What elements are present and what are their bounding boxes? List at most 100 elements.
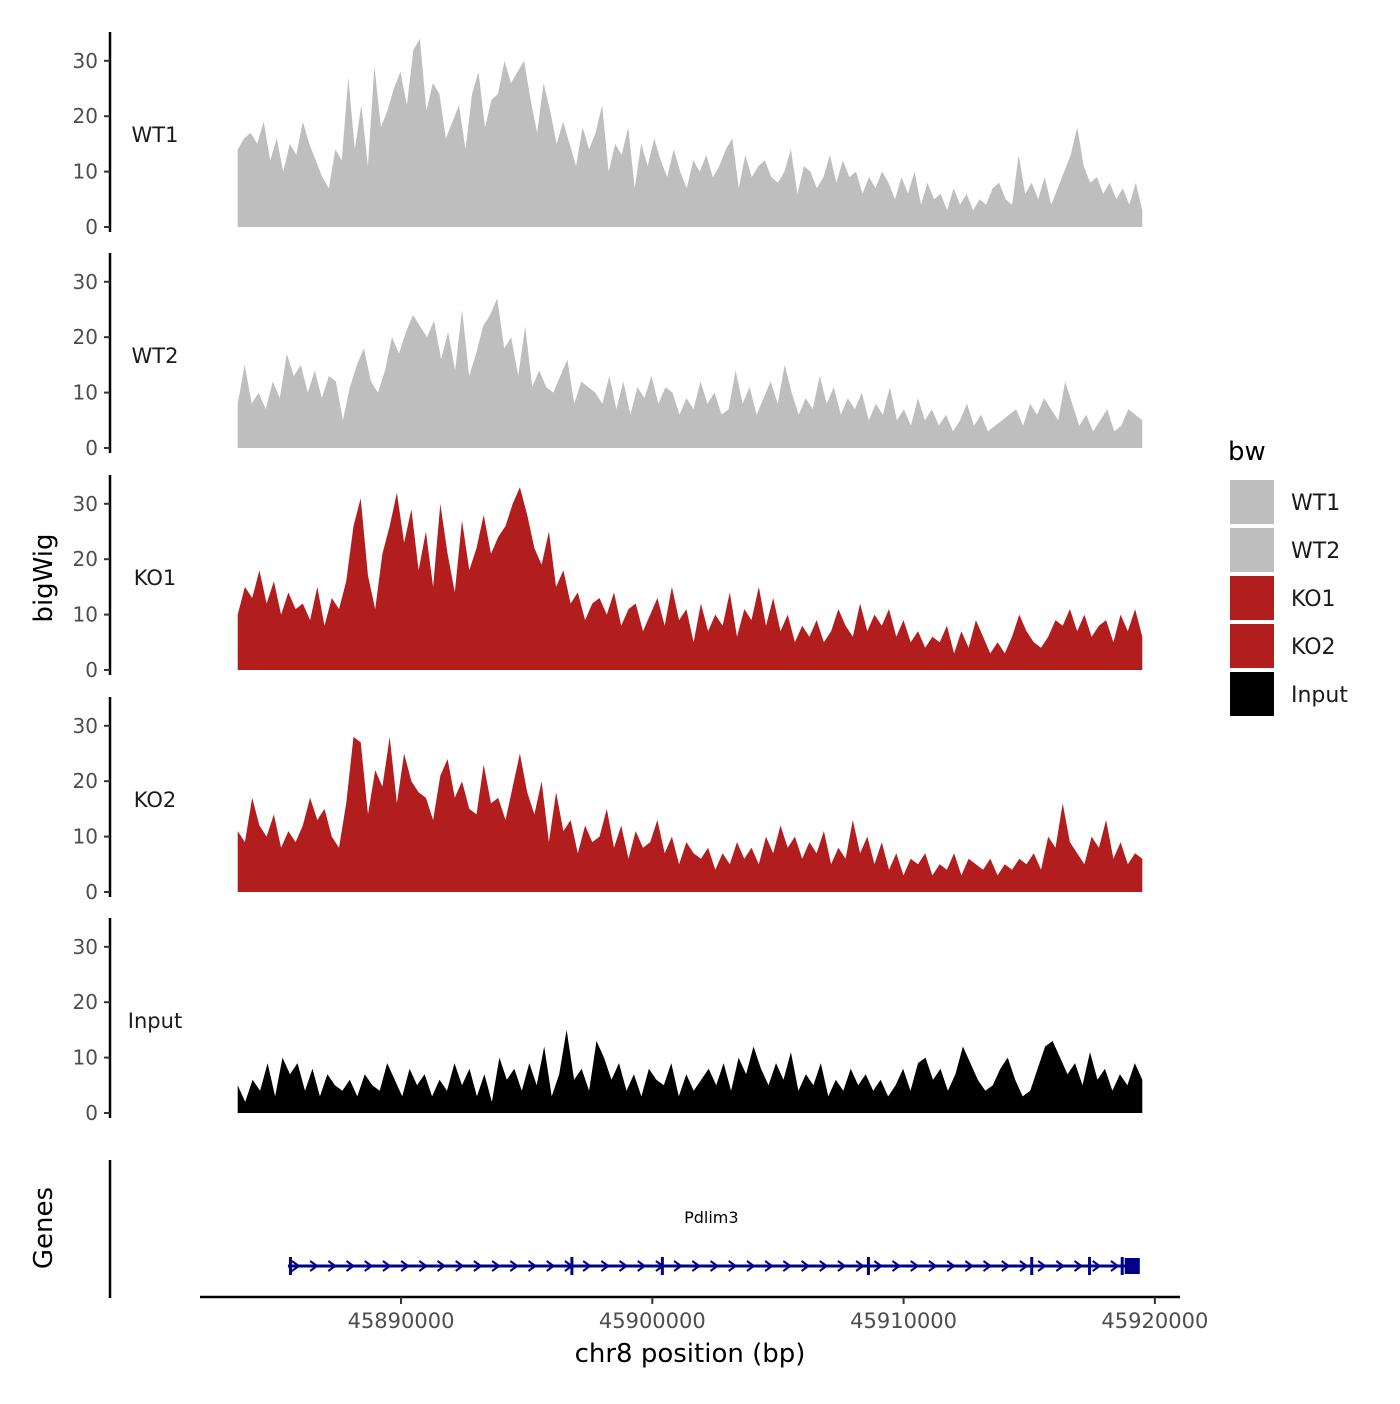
track-panel-wt1: 0 10 20 30 WT1 bbox=[73, 32, 1143, 239]
y-tick-label: 0 bbox=[85, 658, 98, 682]
y-tick-label: 20 bbox=[73, 547, 98, 571]
track-panel-ko1: 0 10 20 30 KO1 bbox=[73, 475, 1143, 682]
strand-arrow bbox=[891, 1260, 902, 1272]
track-label: WT1 bbox=[132, 123, 179, 147]
y-tick-label: 20 bbox=[73, 769, 98, 793]
strand-arrow bbox=[1019, 1260, 1029, 1272]
strand-arrow bbox=[855, 1260, 865, 1272]
strand-arrow bbox=[1110, 1260, 1120, 1272]
x-tick-label: 45920000 bbox=[1101, 1309, 1208, 1333]
strand-arrow bbox=[873, 1260, 884, 1272]
y-tick-label: 10 bbox=[73, 381, 98, 405]
strand-arrow bbox=[491, 1260, 501, 1272]
strand-arrow bbox=[418, 1260, 429, 1272]
strand-arrow bbox=[455, 1260, 465, 1272]
legend-label: WT2 bbox=[1291, 539, 1340, 564]
strand-arrow bbox=[400, 1260, 410, 1272]
legend-key-wt2 bbox=[1230, 528, 1274, 572]
signal-area-wt2 bbox=[237, 298, 1143, 448]
genes-panel: Genes Pdlim3 bbox=[29, 1160, 1140, 1298]
strand-arrow bbox=[746, 1260, 756, 1272]
strand-arrow bbox=[1055, 1260, 1066, 1272]
signal-area-input bbox=[237, 1029, 1143, 1113]
y-tick-label: 10 bbox=[73, 1046, 98, 1070]
track-label: Input bbox=[128, 1009, 182, 1033]
y-tick-label: 30 bbox=[73, 935, 98, 959]
strand-arrow bbox=[910, 1260, 920, 1272]
strand-arrow bbox=[582, 1260, 592, 1272]
y-tick-label: 30 bbox=[73, 492, 98, 516]
y-tick-label: 10 bbox=[73, 160, 98, 184]
strand-arrow bbox=[982, 1260, 993, 1272]
y-tick-label: 20 bbox=[73, 990, 98, 1014]
track-panel-input: 0 10 20 30 Input bbox=[73, 918, 1143, 1125]
strand-arrow bbox=[618, 1260, 629, 1272]
strand-arrow bbox=[819, 1260, 829, 1272]
x-tick-label: 45890000 bbox=[348, 1309, 455, 1333]
legend-key-input bbox=[1230, 672, 1274, 716]
genes-panel-label: Genes bbox=[29, 1187, 59, 1269]
strand-arrow bbox=[327, 1260, 338, 1272]
legend-label: KO2 bbox=[1291, 635, 1336, 660]
y-tick-label: 30 bbox=[73, 270, 98, 294]
strand-arrow bbox=[509, 1260, 520, 1272]
strand-arrow bbox=[673, 1260, 683, 1272]
strand-arrow bbox=[1092, 1260, 1102, 1272]
strand-arrow bbox=[345, 1260, 356, 1272]
strand-arrow bbox=[1073, 1260, 1084, 1272]
x-tick-label: 45910000 bbox=[850, 1309, 957, 1333]
signal-area-wt1 bbox=[237, 38, 1143, 227]
y-tick-label: 0 bbox=[85, 436, 98, 460]
strand-arrow bbox=[1001, 1260, 1011, 1272]
strand-arrow bbox=[382, 1260, 392, 1272]
strand-arrow bbox=[546, 1260, 556, 1272]
strand-arrow bbox=[600, 1260, 611, 1272]
strand-arrow bbox=[964, 1260, 975, 1272]
strand-arrow bbox=[473, 1260, 483, 1272]
legend-title: bw bbox=[1228, 437, 1266, 467]
legend-label: KO1 bbox=[1291, 587, 1336, 612]
y-tick-label: 30 bbox=[73, 49, 98, 73]
y-tick-label: 0 bbox=[85, 880, 98, 904]
y-tick-label: 0 bbox=[85, 1101, 98, 1125]
y-tick-label: 20 bbox=[73, 104, 98, 128]
y-axis-label: bigWig bbox=[29, 533, 59, 622]
strand-arrow bbox=[291, 1260, 301, 1272]
y-tick-label: 10 bbox=[73, 825, 98, 849]
terminal-exon bbox=[1124, 1258, 1140, 1274]
strand-arrow bbox=[782, 1260, 793, 1272]
strand-arrow bbox=[309, 1260, 319, 1272]
track-panel-ko2: 0 10 20 30 KO2 bbox=[73, 697, 1143, 904]
x-axis-label: chr8 position (bp) bbox=[575, 1339, 806, 1369]
legend-key-ko1 bbox=[1230, 576, 1274, 620]
gene-name-label: Pdlim3 bbox=[684, 1208, 738, 1227]
track-panel-wt2: 0 10 20 30 WT2 bbox=[73, 253, 1143, 460]
x-axis: 45890000 45900000 45910000 45920000 bbox=[200, 1295, 1208, 1333]
track-label: KO2 bbox=[134, 788, 177, 812]
signal-area-ko2 bbox=[237, 736, 1143, 892]
y-tick-label: 10 bbox=[73, 603, 98, 627]
strand-arrow bbox=[728, 1260, 738, 1272]
strand-arrow bbox=[928, 1260, 938, 1272]
strand-arrow bbox=[800, 1260, 811, 1272]
track-panels: 0 10 20 30 WT1 0 10 20 30 WT2 0 10 20 30 KO1 0 10 20 30 KO2… bbox=[73, 32, 1143, 1125]
legend: bw WT1 WT2 KO1 KO2 Input bbox=[1228, 437, 1348, 716]
strand-arrow bbox=[837, 1260, 847, 1272]
x-tick-label: 45900000 bbox=[599, 1309, 706, 1333]
track-label: WT2 bbox=[132, 344, 179, 368]
legend-key-ko2 bbox=[1230, 624, 1274, 668]
legend-label: WT1 bbox=[1291, 491, 1340, 516]
y-tick-label: 20 bbox=[73, 325, 98, 349]
signal-area-ko1 bbox=[237, 487, 1143, 670]
strand-arrow bbox=[364, 1260, 374, 1272]
strand-arrow bbox=[764, 1260, 774, 1272]
legend-key-wt1 bbox=[1230, 480, 1274, 524]
track-label: KO1 bbox=[134, 566, 177, 590]
strand-arrow bbox=[527, 1260, 538, 1272]
y-tick-label: 30 bbox=[73, 714, 98, 738]
strand-arrow bbox=[637, 1260, 647, 1272]
strand-arrow bbox=[691, 1260, 702, 1272]
strand-arrow bbox=[709, 1260, 720, 1272]
